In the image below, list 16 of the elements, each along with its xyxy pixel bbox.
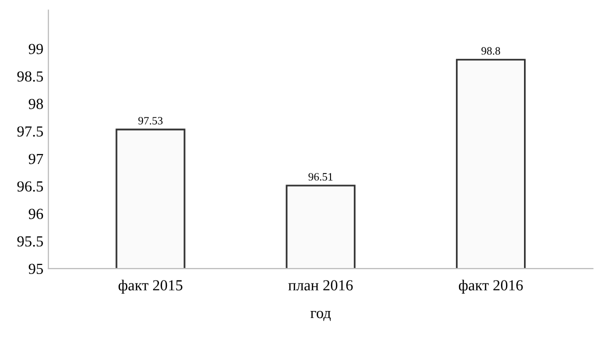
y-tick-label: 96 (28, 208, 44, 220)
x-tick-label: план 2016 (288, 280, 353, 290)
y-tick-label: 95 (28, 264, 43, 274)
data-label: 98.8 (481, 47, 500, 55)
y-tick-label: 98.5 (17, 71, 43, 82)
y-tick-label: 99 (28, 44, 43, 54)
y-tick-label: 98 (28, 98, 43, 110)
x-tick-label: факт 2015 (118, 280, 182, 294)
x-tick-label: факт 2016 (458, 280, 523, 294)
y-tick-label: 97.5 (17, 126, 43, 137)
data-label: 96.51 (308, 173, 332, 181)
x-axis-title: год (310, 310, 331, 322)
y-tick-label: 95.5 (17, 236, 43, 247)
y-tick-label: 96.5 (17, 181, 43, 192)
data-label: 97.53 (138, 117, 163, 125)
y-tick-label: 97 (28, 154, 44, 164)
